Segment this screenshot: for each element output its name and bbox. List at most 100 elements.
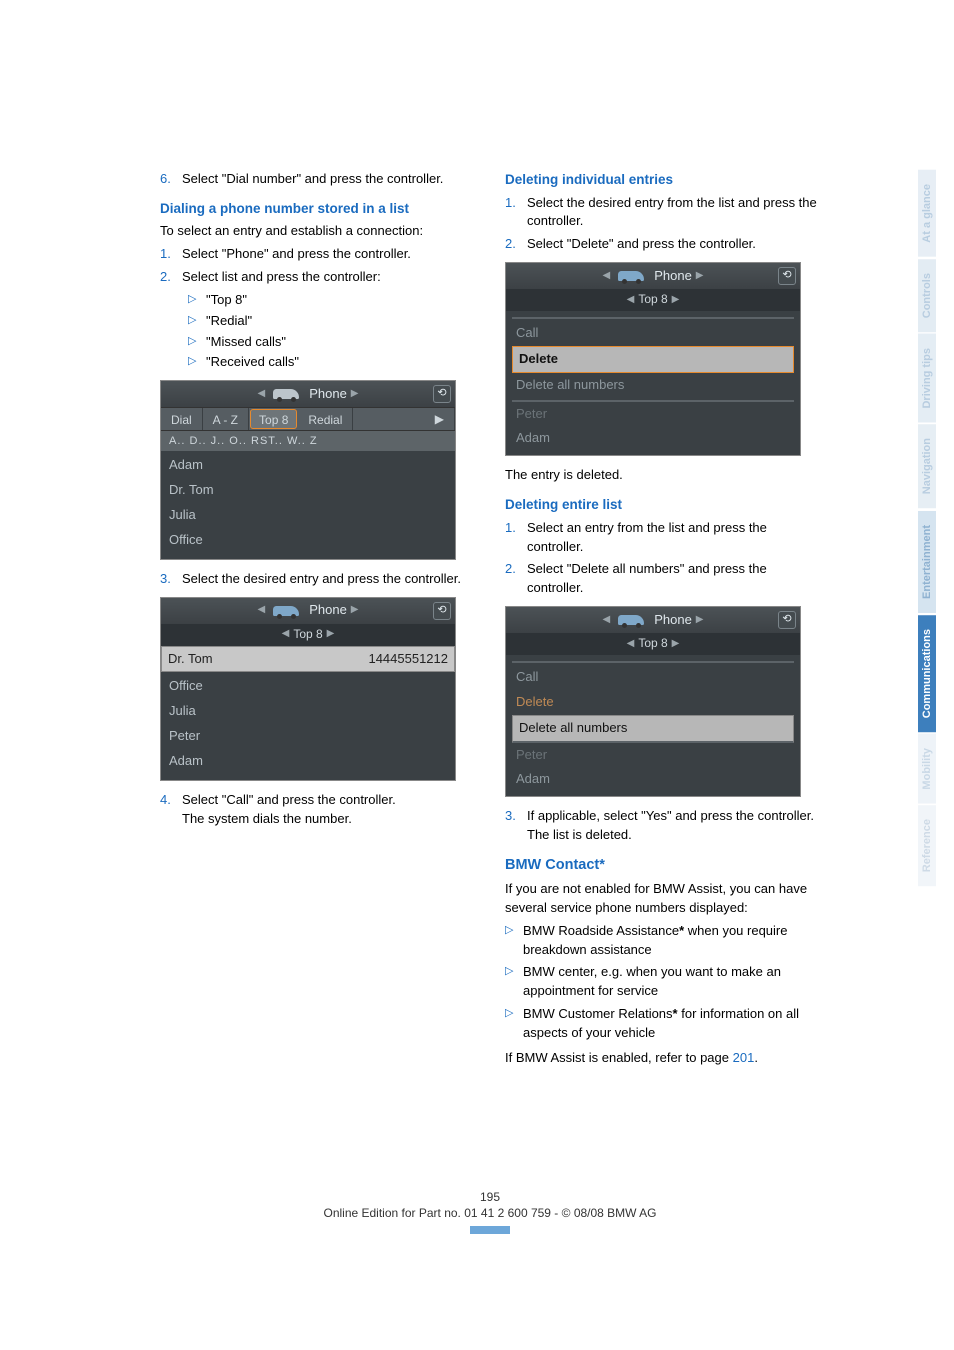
step-num: 3.	[505, 807, 527, 845]
tab-navigation[interactable]: Navigation	[918, 424, 936, 508]
dl-step-3: 3. If applicable, select "Yes" and press…	[505, 807, 820, 845]
step-num: 1.	[505, 194, 527, 232]
step-num: 1.	[505, 519, 527, 557]
triangle-icon: ▷	[505, 1005, 523, 1043]
intro-text: To select an entry and establish a conne…	[160, 222, 475, 241]
bullet-missed: ▷"Missed calls"	[188, 333, 475, 352]
menu-delete-all[interactable]: Delete all numbers	[512, 373, 794, 402]
left-arrow-icon: ◀	[603, 269, 611, 284]
screenshot-phone-list: ◀ Phone ▶ ⟲ Dial A - Z Top 8 Redial ▶ A.…	[160, 380, 456, 559]
page-footer: 195 Online Edition for Part no. 01 41 2 …	[160, 1190, 820, 1220]
heading-bmw-contact: BMW Contact*	[505, 855, 820, 876]
list-item[interactable]: Julia	[167, 699, 449, 724]
step-num: 2.	[160, 268, 182, 287]
step-2: 2. Select list and press the controller:	[160, 268, 475, 287]
tab-communications[interactable]: Communications	[918, 615, 936, 732]
step-text-a: If applicable, select "Yes" and press th…	[527, 808, 814, 823]
assist-ref: If BMW Assist is enabled, refer to page …	[505, 1049, 820, 1068]
controller-icon: ⟲	[433, 385, 451, 403]
bullet-text: BMW Customer Relations* for information …	[523, 1005, 820, 1043]
tab-at-a-glance[interactable]: At a glance	[918, 170, 936, 257]
step-text: Select list and press the controller:	[182, 268, 475, 287]
shot-subheader: ◀ Top 8 ▶	[506, 289, 800, 311]
screenshot-top8-entry: ◀ Phone ▶ ⟲ ◀ Top 8 ▶ Dr. Tom 1444555121…	[160, 597, 456, 781]
menu-call[interactable]: Call	[512, 317, 794, 346]
shot-header: ◀ Phone ▶ ⟲	[161, 598, 455, 624]
dl-step-2: 2. Select "Delete all numbers" and press…	[505, 560, 820, 598]
screenshot-delete-entry: ◀ Phone ▶ ⟲ ◀ Top 8 ▶ Call Delete Delete…	[505, 262, 801, 456]
tab-az[interactable]: A - Z	[203, 408, 249, 430]
shot-list: Dr. Tom 14445551212 Office Julia Peter A…	[161, 646, 455, 780]
step-6: 6. Select "Dial number" and press the co…	[160, 170, 475, 189]
shot-list: Adam Dr. Tom Julia Office	[161, 451, 455, 558]
list-item[interactable]: Peter	[167, 724, 449, 749]
shot-subheader: ◀ Top 8 ▶	[161, 624, 455, 646]
assist-text-b: .	[754, 1050, 758, 1065]
bullet-text: "Missed calls"	[206, 333, 475, 352]
tab-reference[interactable]: Reference	[918, 805, 936, 886]
menu-delete-all-selected[interactable]: Delete all numbers	[512, 715, 794, 743]
bullet-received: ▷"Received calls"	[188, 353, 475, 372]
tab-entertainment[interactable]: Entertainment	[918, 511, 936, 613]
contact-bullet-2: ▷ BMW center, e.g. when you want to make…	[505, 963, 820, 1001]
list-item[interactable]: Adam	[512, 426, 794, 451]
step-num: 2.	[505, 235, 527, 254]
left-arrow-icon: ◀	[282, 627, 290, 642]
shot-title: Phone	[654, 267, 692, 286]
list-item[interactable]: Dr. Tom	[167, 478, 449, 503]
heading-deleting-list: Deleting entire list	[505, 495, 820, 515]
shot-header: ◀ Phone ▶ ⟲	[506, 263, 800, 289]
menu-delete-selected[interactable]: Delete	[512, 346, 794, 373]
tab-driving-tips[interactable]: Driving tips	[918, 334, 936, 423]
shot-title: Phone	[654, 611, 692, 630]
contact-intro: If you are not enabled for BMW Assist, y…	[505, 880, 820, 918]
subheader-text: Top 8	[638, 291, 667, 308]
list-item[interactable]: Adam	[167, 453, 449, 478]
list-item-selected[interactable]: Dr. Tom 14445551212	[161, 646, 455, 673]
list-item[interactable]: Office	[167, 674, 449, 699]
bullet-top8: ▷"Top 8"	[188, 291, 475, 310]
triangle-icon: ▷	[188, 291, 206, 310]
tab-more-icon[interactable]: ▶	[353, 408, 455, 430]
entry-name: Dr. Tom	[168, 650, 213, 669]
shot-header: ◀ Phone ▶ ⟲	[506, 607, 800, 633]
tab-mobility[interactable]: Mobility	[918, 734, 936, 804]
step-num: 3.	[160, 570, 182, 589]
left-column: 6. Select "Dial number" and press the co…	[160, 170, 475, 1072]
page-ref-link[interactable]: 201	[733, 1050, 755, 1065]
step-text: Select "Phone" and press the controller.	[182, 245, 475, 264]
right-arrow-icon: ▶	[696, 613, 704, 628]
entry-number: 14445551212	[368, 650, 448, 669]
shot-header: ◀ Phone ▶ ⟲	[161, 381, 455, 407]
list-item[interactable]: Office	[167, 528, 449, 553]
subheader-text: Top 8	[638, 635, 667, 652]
step-text-a: Select "Call" and press the controller.	[182, 792, 396, 807]
bullet-redial: ▷"Redial"	[188, 312, 475, 331]
shot-menu: Call Delete Delete all numbers Peter Ada…	[506, 655, 800, 796]
contact-bullet-1: ▷ BMW Roadside Assistance* when you requ…	[505, 922, 820, 960]
list-item[interactable]: Adam	[512, 767, 794, 792]
menu-call[interactable]: Call	[512, 661, 794, 690]
list-item[interactable]: Peter	[512, 402, 794, 427]
step-num: 2.	[505, 560, 527, 598]
list-item[interactable]: Peter	[512, 743, 794, 768]
tab-redial[interactable]: Redial	[298, 408, 353, 430]
section-tabs: At a glance Controls Driving tips Naviga…	[918, 170, 940, 889]
tab-controls[interactable]: Controls	[918, 259, 936, 332]
right-column: Deleting individual entries 1. Select th…	[505, 170, 820, 1072]
step-3: 3. Select the desired entry and press th…	[160, 570, 475, 589]
list-item[interactable]: Julia	[167, 503, 449, 528]
menu-delete[interactable]: Delete	[512, 690, 794, 715]
dl-step-1: 1. Select an entry from the list and pre…	[505, 519, 820, 557]
list-item[interactable]: Adam	[167, 749, 449, 774]
left-arrow-icon: ◀	[603, 613, 611, 628]
step-text-b: The system dials the number.	[182, 811, 352, 826]
triangle-icon: ▷	[188, 353, 206, 372]
controller-icon: ⟲	[778, 267, 796, 285]
right-arrow-icon: ▶	[672, 637, 680, 652]
tab-top8[interactable]: Top 8	[250, 409, 297, 429]
step-text: Select "Delete" and press the controller…	[527, 235, 820, 254]
shot-subheader: ◀ Top 8 ▶	[506, 633, 800, 655]
left-arrow-icon: ◀	[258, 603, 266, 618]
tab-dial[interactable]: Dial	[161, 408, 203, 430]
